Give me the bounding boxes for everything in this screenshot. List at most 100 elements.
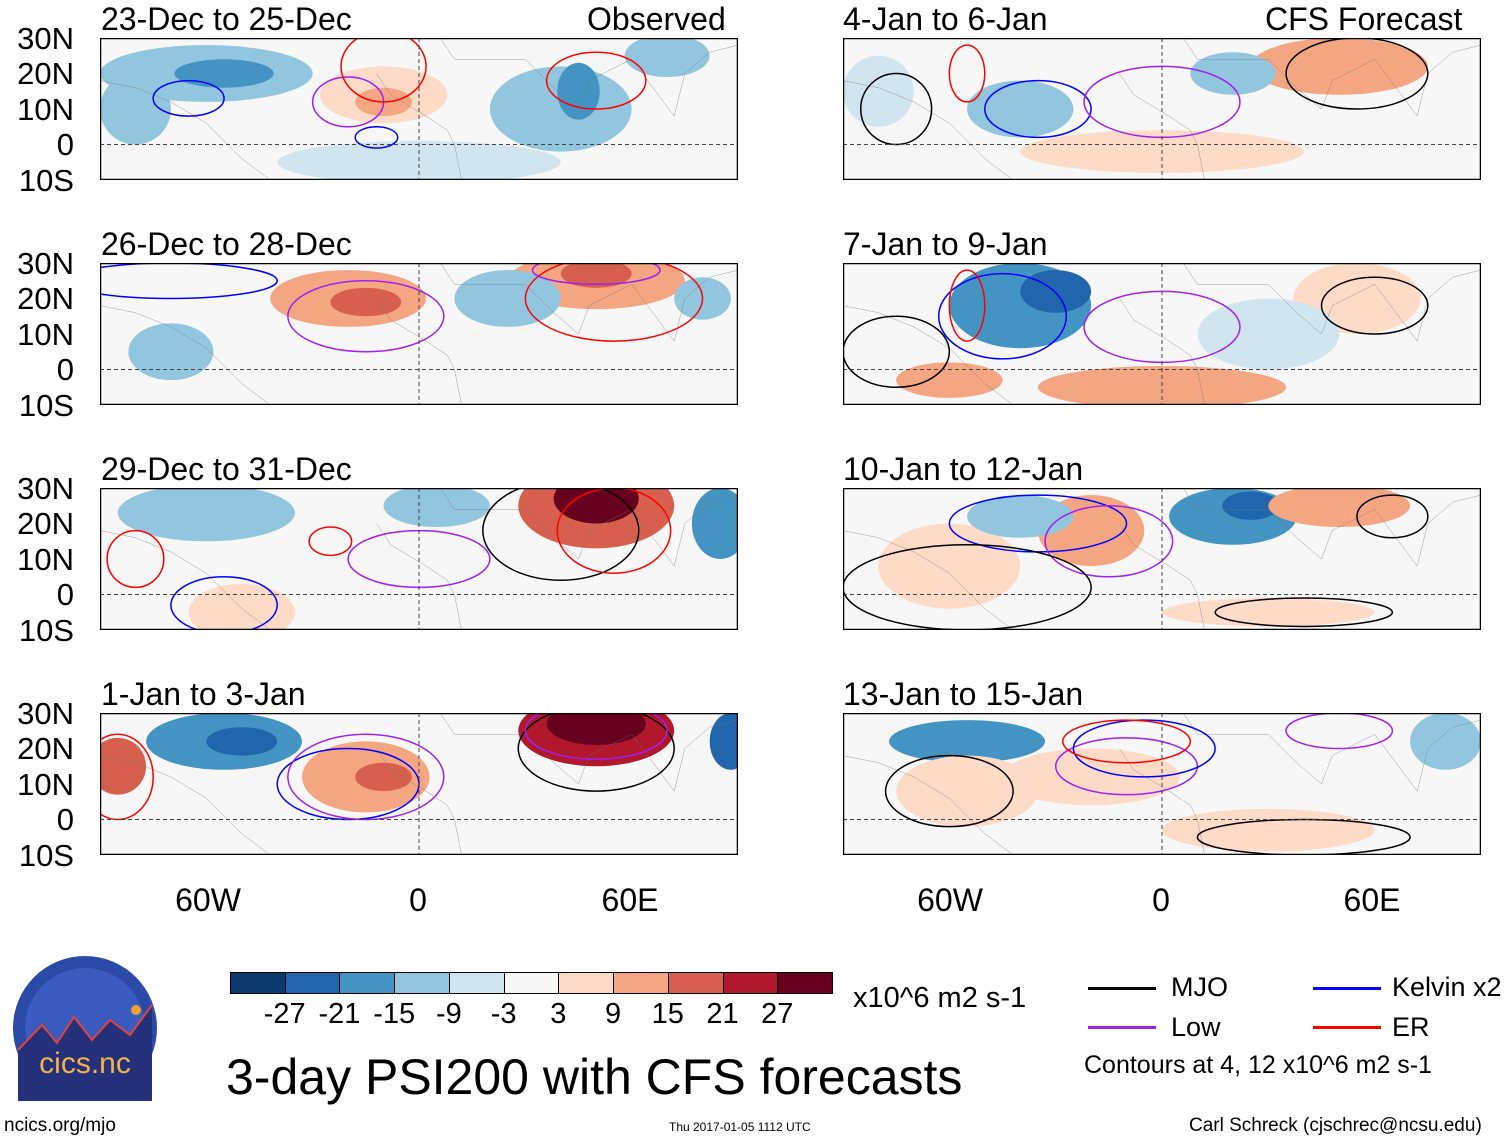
legend-low-line xyxy=(1088,1026,1156,1029)
contour-line xyxy=(171,577,277,630)
panel-title: 13-Jan to 15-Jan xyxy=(843,676,1084,712)
lon-label: 60E xyxy=(601,882,659,918)
colorbar-tick-label: -9 xyxy=(436,998,462,1030)
lat-label: 20N xyxy=(17,506,74,542)
map-panel xyxy=(843,713,1481,855)
psi-anomaly-area xyxy=(330,287,402,317)
map-panel xyxy=(843,488,1481,630)
coastline xyxy=(843,713,1481,855)
contour-line xyxy=(1286,713,1392,749)
psi-anomaly-area xyxy=(174,59,274,88)
contour-line xyxy=(288,281,444,352)
psi-anomaly-area xyxy=(383,488,490,528)
lat-label: 30N xyxy=(17,21,74,56)
contour-line xyxy=(107,531,164,588)
psi-anomaly-area xyxy=(1250,38,1428,95)
legend-mjo-line xyxy=(1088,987,1156,990)
colorbar-tick-label: -27 xyxy=(263,998,306,1030)
colorbar-swatch xyxy=(503,972,560,994)
psi-anomaly-area xyxy=(1020,270,1092,313)
contour-line xyxy=(1056,738,1198,795)
contours-note: Contours at 4, 12 x10^6 m2 s-1 xyxy=(1084,1051,1433,1079)
colorbar-swatch xyxy=(558,972,615,994)
psi-anomaly-area xyxy=(691,488,738,559)
colorbar-units: x10^6 m2 s-1 xyxy=(853,982,1027,1014)
colorbar-swatch xyxy=(722,972,779,994)
psi-anomaly-area xyxy=(1162,598,1375,627)
colorbar-tick-label: -21 xyxy=(318,998,361,1030)
psi-anomaly-area xyxy=(355,762,412,792)
psi-anomaly-area xyxy=(1410,713,1481,770)
psi-anomaly-area xyxy=(546,713,646,745)
coastline xyxy=(843,488,1481,630)
panel-title: 23-Dec to 25-Dec xyxy=(101,1,352,37)
legend-low-label: Low xyxy=(1171,1012,1221,1042)
psi-anomaly-area xyxy=(709,713,738,770)
colorbar-tick-label: 9 xyxy=(605,998,622,1030)
psi-anomaly-area xyxy=(100,73,171,145)
colorbar-swatch xyxy=(448,972,505,994)
figure-title: 3-day PSI200 with CFS forecasts xyxy=(226,1049,963,1105)
contour-line xyxy=(1197,820,1410,856)
lon-label: 60E xyxy=(1343,882,1401,918)
contour-line xyxy=(100,263,277,299)
panel-title: 1-Jan to 3-Jan xyxy=(101,676,306,712)
contour-line xyxy=(985,81,1091,138)
contour-line xyxy=(1045,506,1173,577)
lat-label: 10N xyxy=(17,316,74,352)
contour-line xyxy=(861,74,932,145)
cics-logo: cics.nc xyxy=(12,955,158,1101)
lat-label: 0 xyxy=(56,802,74,838)
legend-mjo-label: MJO xyxy=(1171,972,1228,1002)
lat-label: 30N xyxy=(17,471,74,506)
psi-anomaly-area xyxy=(557,62,600,120)
colorbar-tick-label: 21 xyxy=(706,998,739,1030)
lat-label: 20N xyxy=(17,281,74,317)
psi-anomaly-area xyxy=(100,737,147,795)
coastline xyxy=(100,488,738,630)
psi-anomaly-area xyxy=(1162,808,1375,852)
map-panel xyxy=(843,263,1481,405)
lat-label: 20N xyxy=(17,731,74,767)
contour-line xyxy=(843,545,1091,630)
lat-label: 10S xyxy=(18,162,74,198)
panel-title: 10-Jan to 12-Jan xyxy=(843,451,1084,487)
colorbar-swatch xyxy=(394,972,450,994)
legend-kelvin-line xyxy=(1313,987,1381,990)
lon-label: 60W xyxy=(175,882,241,918)
psi-anomaly-area xyxy=(206,727,278,756)
lat-label: 30N xyxy=(17,696,74,731)
psi-anomaly-area xyxy=(624,38,710,78)
contour-line xyxy=(1215,598,1392,626)
lat-label: 10N xyxy=(17,541,74,577)
psi-anomaly-area xyxy=(560,263,632,288)
psi-anomaly-area xyxy=(1197,298,1340,370)
colorbar-swatch xyxy=(339,972,396,994)
contour-line xyxy=(341,38,426,102)
coastline xyxy=(100,713,738,855)
colorbar-tick-label: 3 xyxy=(550,998,567,1030)
psi-anomaly-area xyxy=(878,523,1021,609)
panel-title: 4-Jan to 6-Jan xyxy=(843,1,1048,37)
contour-line xyxy=(1063,720,1191,763)
contour-line xyxy=(1357,495,1428,538)
colorbar-swatch xyxy=(230,972,286,994)
lon-label: 60W xyxy=(917,882,983,918)
lat-label: 0 xyxy=(56,577,74,613)
contour-line xyxy=(547,52,646,109)
footer-url: ncics.org/mjo xyxy=(4,1115,116,1136)
colorbar-tick-label: 27 xyxy=(761,998,794,1030)
forecast-label: CFS Forecast xyxy=(1265,1,1463,37)
colorbar-swatch xyxy=(667,972,724,994)
psi-anomaly-area xyxy=(117,488,295,542)
contour-line xyxy=(886,756,1014,827)
lon-label: 0 xyxy=(1152,882,1170,918)
coastline xyxy=(100,38,738,180)
contour-line xyxy=(483,488,639,580)
footer-timestamp: Thu 2017-01-05 1112 UTC xyxy=(669,1120,811,1134)
contour-line xyxy=(843,316,949,387)
panel-title: 26-Dec to 28-Dec xyxy=(101,226,352,262)
colorbar-tick-label: -15 xyxy=(373,998,416,1030)
contour-line xyxy=(525,263,702,341)
contour-line xyxy=(949,270,984,341)
